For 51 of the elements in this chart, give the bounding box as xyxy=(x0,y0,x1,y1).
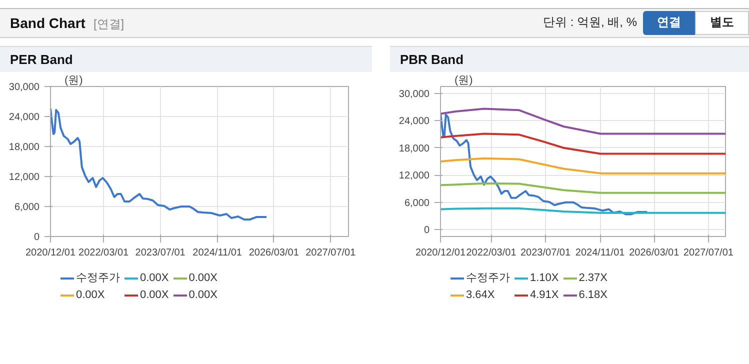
x-tick-label: 2023/07/01 xyxy=(135,248,186,258)
y-axis-title: (원) xyxy=(64,74,83,86)
legend-label: 6.18X xyxy=(578,289,608,301)
chart-title: PBR Band xyxy=(390,46,749,72)
line-series xyxy=(440,157,726,174)
y-tick-label: 30,000 xyxy=(8,82,40,93)
legend-label: 수정주가 xyxy=(466,271,510,285)
x-tick-label: 2022/03/01 xyxy=(78,248,130,258)
text: Band Chart xyxy=(10,14,86,31)
x-tick-label: 2020/12/01 xyxy=(415,248,466,258)
legend-label: 0.00X xyxy=(140,272,169,284)
legend-label: 0.00X xyxy=(188,272,218,284)
x-tick-label: 2026/03/01 xyxy=(248,248,300,258)
y-tick-label: 30,000 xyxy=(398,88,430,100)
text: 별도 xyxy=(695,11,749,35)
line-series xyxy=(440,182,726,194)
line-series xyxy=(440,108,726,135)
y-tick-label: 18,000 xyxy=(398,143,430,154)
line-series xyxy=(440,132,726,155)
x-tick-label: 2022/03/01 xyxy=(466,248,517,258)
text: 단위 : 억원, 배, % xyxy=(542,15,637,30)
line-series xyxy=(50,108,268,220)
y-tick-label: 18,000 xyxy=(8,142,40,153)
legend-label: 0.00X xyxy=(140,289,169,301)
legend-label: 수정주가 xyxy=(76,271,120,285)
y-tick-label: 6,000 xyxy=(404,198,430,209)
legend-label: 0.00X xyxy=(76,289,105,301)
y-tick-label: 12,000 xyxy=(8,172,40,183)
x-tick-label: 2024/11/01 xyxy=(575,248,626,258)
text: 연결 xyxy=(643,11,695,35)
y-tick-label: 24,000 xyxy=(8,112,40,123)
legend-label: 2.37X xyxy=(578,272,608,284)
legend-label: 3.64X xyxy=(466,289,495,301)
chart-title: PER Band xyxy=(0,46,372,72)
legend-label: 1.10X xyxy=(530,272,559,284)
x-tick-label: 2024/11/01 xyxy=(192,248,242,258)
y-tick-label: 24,000 xyxy=(398,116,430,128)
x-tick-label: 2026/03/01 xyxy=(629,248,680,258)
line-series xyxy=(440,112,648,216)
x-tick-label: 2023/07/01 xyxy=(520,248,571,258)
text: [연결] xyxy=(93,16,124,31)
legend-label: 4.91X xyxy=(530,289,559,301)
x-tick-label: 2020/12/01 xyxy=(25,248,76,258)
x-tick-label: 2027/07/01 xyxy=(306,248,356,258)
y-tick-label: 0 xyxy=(424,225,430,236)
y-axis-title: (원) xyxy=(454,74,473,86)
legend-label: 0.00X xyxy=(188,289,218,301)
x-tick-label: 2027/07/01 xyxy=(683,248,734,258)
y-tick-label: 0 xyxy=(34,232,40,243)
y-tick-label: 6,000 xyxy=(14,202,40,213)
y-tick-label: 12,000 xyxy=(398,170,430,182)
